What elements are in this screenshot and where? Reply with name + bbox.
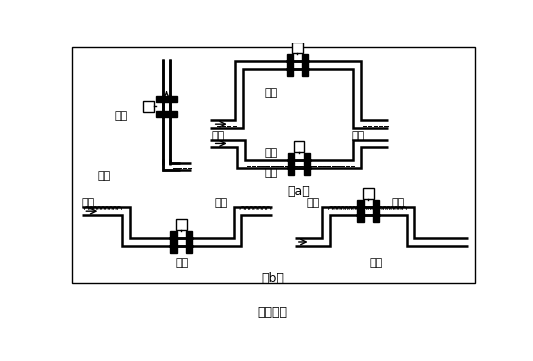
Text: 正确: 正确	[175, 258, 189, 268]
Bar	[358, 200, 364, 222]
Bar	[156, 96, 177, 102]
Bar	[373, 200, 379, 222]
Text: 气泡: 气泡	[214, 199, 228, 209]
Text: 错误: 错误	[369, 258, 383, 268]
Text: 气泡: 气泡	[82, 199, 95, 209]
Text: 正确: 正确	[264, 88, 278, 98]
Text: 气泡: 气泡	[391, 199, 405, 209]
Text: 液体: 液体	[351, 131, 365, 141]
Bar	[288, 153, 294, 175]
Text: 错误: 错误	[264, 148, 278, 158]
Bar	[176, 219, 187, 230]
Bar	[304, 153, 310, 175]
Text: 液体: 液体	[264, 169, 278, 178]
Bar	[302, 54, 308, 76]
Text: 液体: 液体	[97, 171, 110, 181]
Bar	[287, 54, 293, 76]
Bar	[156, 111, 177, 117]
Text: 液体: 液体	[211, 131, 224, 141]
Text: 气泡: 气泡	[306, 199, 320, 209]
Text: 图（四）: 图（四）	[258, 306, 288, 319]
Bar	[143, 101, 154, 112]
Text: （b）: （b）	[261, 272, 284, 285]
Bar	[186, 231, 192, 253]
Text: 正确: 正确	[114, 112, 127, 121]
Bar	[72, 47, 474, 283]
Bar	[363, 188, 374, 199]
Bar	[292, 42, 303, 53]
Text: （a）: （a）	[288, 185, 310, 198]
Bar	[294, 141, 304, 152]
Bar	[171, 231, 176, 253]
